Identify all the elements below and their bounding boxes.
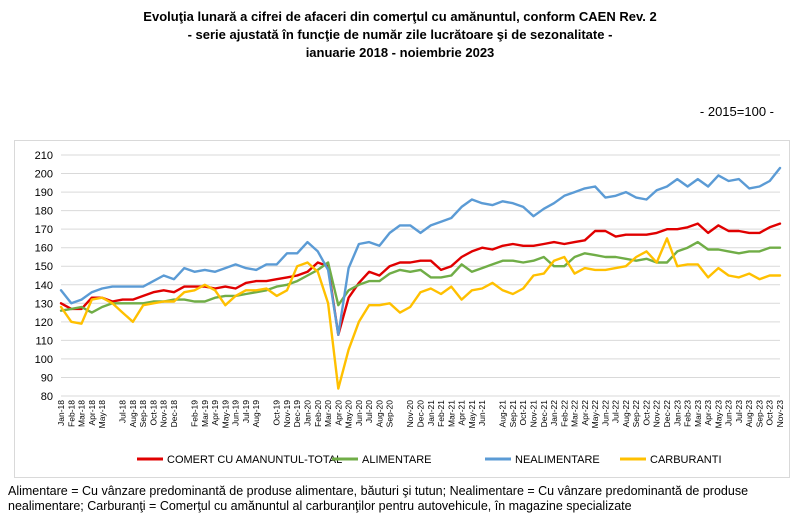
x-tick-label-Dec-22: Dec-22: [662, 400, 672, 428]
x-tick-label-Oct-23: Oct-23: [765, 400, 775, 426]
x-tick-label-Aug-18: Aug-18: [128, 400, 138, 428]
x-tick-label-Jan-23: Jan-23: [672, 400, 682, 426]
legend-label-3: NEALIMENTARE: [515, 454, 600, 466]
x-tick-label-Jun-19: Jun-19: [231, 400, 241, 426]
x-tick-label-Jul-23: Jul-23: [734, 400, 744, 423]
x-tick-label-May-22: May-22: [590, 400, 600, 429]
legend-label-1: COMERT CU AMANUNTUL-TOTAL: [167, 454, 342, 466]
legend-label-4: CARBURANTI: [650, 454, 722, 466]
x-tick-label-Aug-22: Aug-22: [621, 400, 631, 428]
x-tick-label-Jan-21: Jan-21: [426, 400, 436, 426]
x-tick-label-Mar-22: Mar-22: [570, 400, 580, 427]
y-tick-label-80: 80: [41, 391, 53, 403]
x-tick-label-Apr-21: Apr-21: [457, 400, 467, 426]
series-line-1: [59, 222, 782, 337]
y-tick-label-160: 160: [35, 243, 53, 255]
x-tick-label-Oct-18: Oct-18: [148, 400, 158, 426]
x-tick-label-Mar-21: Mar-21: [446, 400, 456, 427]
y-tick-label-200: 200: [35, 169, 53, 181]
x-tick-label-Oct-21: Oct-21: [518, 400, 528, 426]
x-tick-label-Nov-19: Nov-19: [282, 400, 292, 428]
x-tick-label-Mar-19: Mar-19: [200, 400, 210, 427]
x-tick-label-Jan-18: Jan-18: [56, 400, 66, 426]
x-tick-label-Dec-21: Dec-21: [539, 400, 549, 428]
title-line-3: ianuarie 2018 - noiembrie 2023: [305, 45, 495, 60]
x-tick-label-Jul-22: Jul-22: [611, 400, 621, 423]
x-tick-label-Feb-23: Feb-23: [683, 400, 693, 427]
x-tick-label-Mar-18: Mar-18: [77, 400, 87, 427]
x-tick-label-Aug-20: Aug-20: [374, 400, 384, 428]
y-tick-label-90: 90: [41, 372, 53, 384]
x-tick-label-Nov-20: Nov-20: [405, 400, 415, 428]
x-tick-label-Feb-22: Feb-22: [559, 400, 569, 427]
chart-title: Evoluţia lunară a cifrei de afaceri din …: [0, 8, 800, 62]
x-tick-label-Feb-18: Feb-18: [66, 400, 76, 427]
y-tick-label-210: 210: [35, 150, 53, 162]
x-tick-label-Aug-19: Aug-19: [251, 400, 261, 428]
series-line-4: [59, 237, 782, 390]
x-tick-label-Jun-23: Jun-23: [724, 400, 734, 426]
x-tick-label-Nov-21: Nov-21: [528, 400, 538, 428]
x-tick-label-Feb-20: Feb-20: [313, 400, 323, 427]
x-tick-label-Apr-23: Apr-23: [703, 400, 713, 426]
x-tick-label-Dec-18: Dec-18: [169, 400, 179, 428]
x-tick-label-Sep-22: Sep-22: [631, 400, 641, 428]
x-tick-label-Apr-19: Apr-19: [210, 400, 220, 426]
x-tick-label-May-23: May-23: [713, 400, 723, 429]
x-tick-label-Aug-23: Aug-23: [744, 400, 754, 428]
x-tick-label-May-18: May-18: [97, 400, 107, 429]
x-tick-label-Sep-23: Sep-23: [754, 400, 764, 428]
x-tick-label-Mar-23: Mar-23: [693, 400, 703, 427]
x-tick-label-Jul-20: Jul-20: [364, 400, 374, 423]
x-tick-label-Sep-21: Sep-21: [508, 400, 518, 428]
y-tick-label-120: 120: [35, 317, 53, 329]
x-tick-label-Jul-19: Jul-19: [241, 400, 251, 423]
x-tick-label-Jan-20: Jan-20: [303, 400, 313, 426]
x-tick-label-Feb-21: Feb-21: [436, 400, 446, 427]
x-tick-label-Aug-21: Aug-21: [498, 400, 508, 428]
line-chart: 80 90 100 110 120 130 140 150 160 170 180 190 200 210…: [35, 150, 785, 466]
title-line-2: - serie ajustată în funcţie de număr zil…: [187, 27, 613, 42]
y-tick-label-110: 110: [35, 335, 53, 347]
y-tick-label-180: 180: [35, 206, 53, 218]
x-tick-label-Apr-18: Apr-18: [87, 400, 97, 426]
y-tick-label-170: 170: [35, 224, 53, 236]
x-tick-label-Nov-18: Nov-18: [159, 400, 169, 428]
legend-label-2: ALIMENTARE: [362, 454, 431, 466]
x-tick-label-May-20: May-20: [344, 400, 354, 429]
x-tick-label-Nov-22: Nov-22: [652, 400, 662, 428]
x-tick-label-Jan-22: Jan-22: [549, 400, 559, 426]
x-tick-label-Nov-23: Nov-23: [775, 400, 785, 428]
x-tick-label-Feb-19: Feb-19: [190, 400, 200, 427]
x-tick-label-Oct-19: Oct-19: [272, 400, 282, 426]
x-tick-label-Jun-21: Jun-21: [477, 400, 487, 426]
y-tick-label-130: 130: [35, 298, 53, 310]
chart-frame: 80 90 100 110 120 130 140 150 160 170 180 190 200 210…: [14, 140, 790, 478]
unit-label: - 2015=100 -: [699, 104, 774, 119]
x-tick-label-May-21: May-21: [467, 400, 477, 429]
x-tick-label-May-19: May-19: [220, 400, 230, 429]
title-line-1: Evoluţia lunară a cifrei de afaceri din …: [143, 9, 657, 24]
x-tick-label-Mar-20: Mar-20: [323, 400, 333, 427]
y-tick-label-100: 100: [35, 354, 53, 366]
y-tick-label-150: 150: [35, 261, 53, 273]
x-tick-label-Jul-18: Jul-18: [118, 400, 128, 423]
x-tick-label-Oct-22: Oct-22: [641, 400, 651, 426]
x-tick-label-Dec-20: Dec-20: [416, 400, 426, 428]
x-tick-label-Apr-20: Apr-20: [333, 400, 343, 426]
x-tick-label-Jun-20: Jun-20: [354, 400, 364, 426]
y-tick-label-190: 190: [35, 187, 53, 199]
x-tick-label-Jun-22: Jun-22: [600, 400, 610, 426]
x-tick-label-Apr-22: Apr-22: [580, 400, 590, 426]
footnote: Alimentare = Cu vânzare predominantă de …: [8, 484, 749, 513]
series-line-3: [59, 166, 782, 337]
x-tick-label-Dec-19: Dec-19: [292, 400, 302, 428]
y-tick-label-140: 140: [35, 280, 53, 292]
series-line-2: [59, 240, 782, 314]
x-tick-label-Sep-18: Sep-18: [138, 400, 148, 428]
x-tick-label-Sep-20: Sep-20: [385, 400, 395, 428]
